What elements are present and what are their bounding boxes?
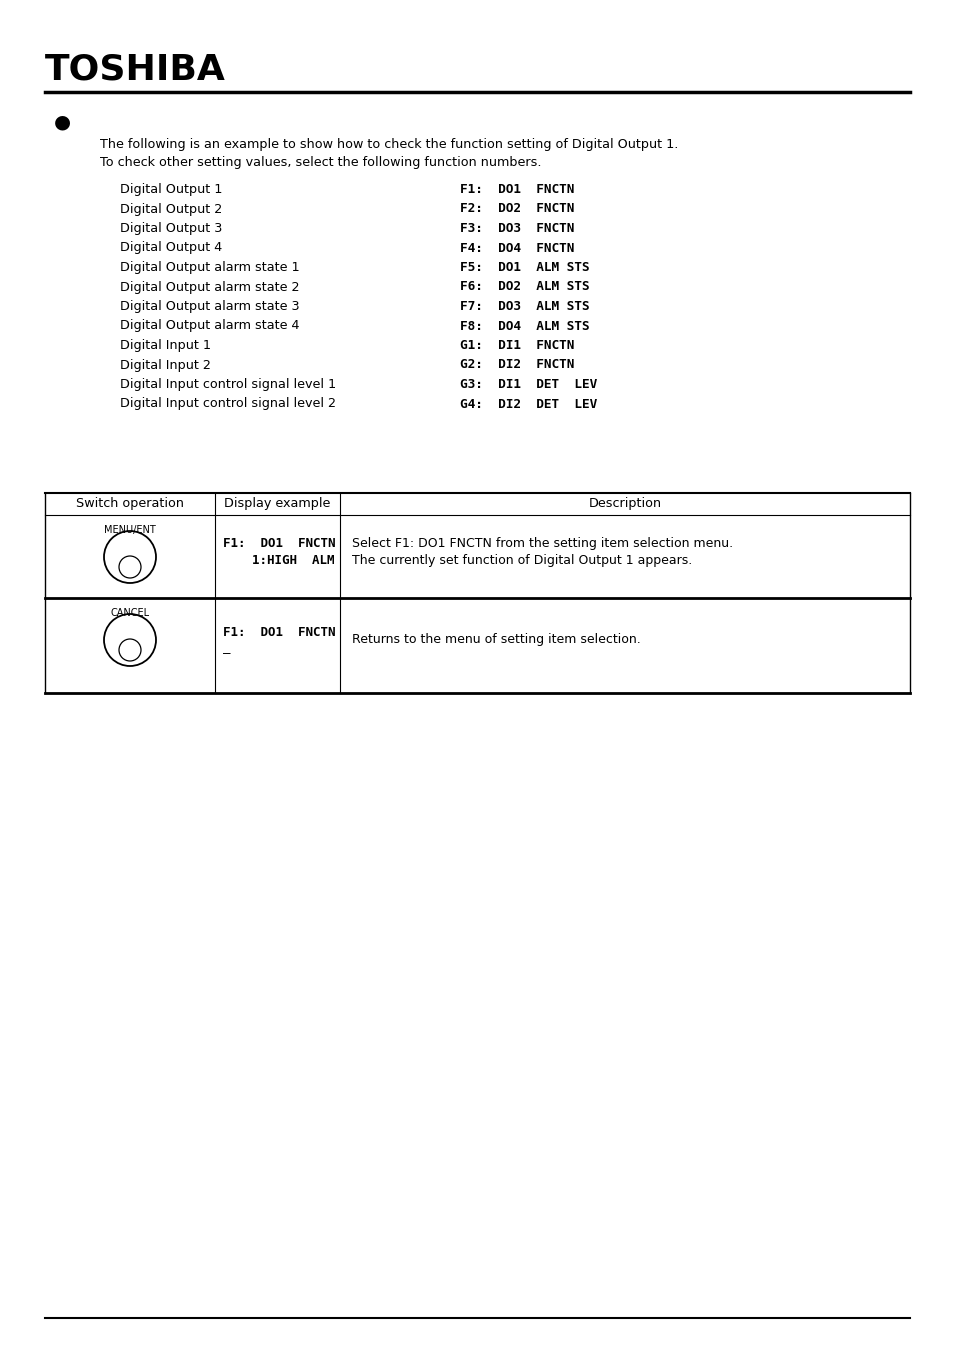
Text: G4:  DI2  DET  LEV: G4: DI2 DET LEV — [459, 397, 597, 410]
Text: 1:HIGH  ALM: 1:HIGH ALM — [236, 554, 335, 567]
Text: Digital Output 2: Digital Output 2 — [120, 202, 222, 216]
Text: MENU/ENT: MENU/ENT — [104, 525, 155, 535]
Text: Digital Input control signal level 2: Digital Input control signal level 2 — [120, 397, 335, 410]
Text: Switch operation: Switch operation — [76, 498, 184, 510]
Text: Digital Output 3: Digital Output 3 — [120, 221, 222, 235]
Text: F5:  DO1  ALM STS: F5: DO1 ALM STS — [459, 261, 589, 274]
Text: CANCEL: CANCEL — [111, 608, 150, 618]
Text: Digital Input 2: Digital Input 2 — [120, 359, 211, 371]
Text: ●: ● — [54, 112, 71, 131]
Text: To check other setting values, select the following function numbers.: To check other setting values, select th… — [100, 157, 541, 169]
Text: F1:  DO1  FNCTN: F1: DO1 FNCTN — [223, 626, 335, 639]
Text: F7:  DO3  ALM STS: F7: DO3 ALM STS — [459, 300, 589, 313]
Text: Digital Output alarm state 1: Digital Output alarm state 1 — [120, 261, 299, 274]
Text: Description: Description — [588, 498, 660, 510]
Text: G3:  DI1  DET  LEV: G3: DI1 DET LEV — [459, 378, 597, 392]
Text: Digital Input 1: Digital Input 1 — [120, 339, 211, 352]
Text: Digital Output 1: Digital Output 1 — [120, 184, 222, 196]
Text: _: _ — [223, 641, 231, 653]
Text: Digital Input control signal level 1: Digital Input control signal level 1 — [120, 378, 335, 392]
Text: The following is an example to show how to check the function setting of Digital: The following is an example to show how … — [100, 138, 678, 151]
Text: Digital Output alarm state 2: Digital Output alarm state 2 — [120, 281, 299, 293]
Text: F1:  DO1  FNCTN: F1: DO1 FNCTN — [223, 537, 335, 549]
Text: Returns to the menu of setting item selection.: Returns to the menu of setting item sele… — [352, 633, 640, 647]
Text: Display example: Display example — [224, 498, 331, 510]
Text: F8:  DO4  ALM STS: F8: DO4 ALM STS — [459, 320, 589, 332]
Text: The currently set function of Digital Output 1 appears.: The currently set function of Digital Ou… — [352, 554, 692, 567]
Text: F1:  DO1  FNCTN: F1: DO1 FNCTN — [459, 184, 574, 196]
Text: F4:  DO4  FNCTN: F4: DO4 FNCTN — [459, 242, 574, 255]
Text: Digital Output 4: Digital Output 4 — [120, 242, 222, 255]
Text: TOSHIBA: TOSHIBA — [45, 53, 226, 86]
Text: F3:  DO3  FNCTN: F3: DO3 FNCTN — [459, 221, 574, 235]
Text: Digital Output alarm state 4: Digital Output alarm state 4 — [120, 320, 299, 332]
Text: Digital Output alarm state 3: Digital Output alarm state 3 — [120, 300, 299, 313]
Text: F6:  DO2  ALM STS: F6: DO2 ALM STS — [459, 281, 589, 293]
Text: F2:  DO2  FNCTN: F2: DO2 FNCTN — [459, 202, 574, 216]
Text: G1:  DI1  FNCTN: G1: DI1 FNCTN — [459, 339, 574, 352]
Text: G2:  DI2  FNCTN: G2: DI2 FNCTN — [459, 359, 574, 371]
Text: Select F1: DO1 FNCTN from the setting item selection menu.: Select F1: DO1 FNCTN from the setting it… — [352, 537, 732, 549]
